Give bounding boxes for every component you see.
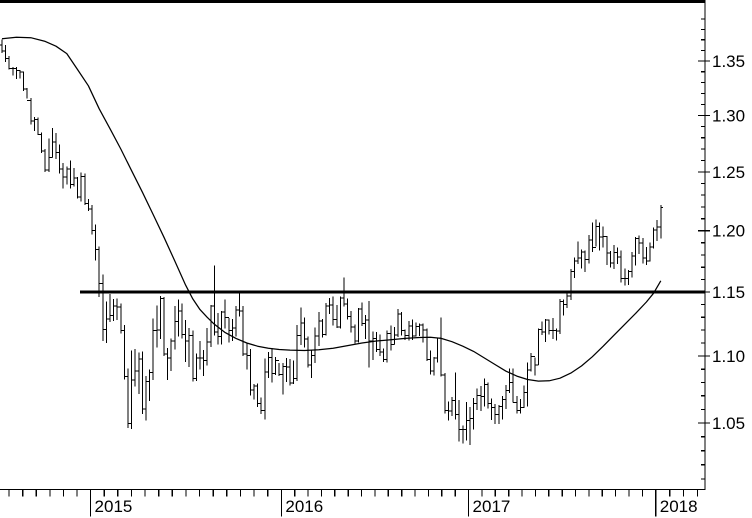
y-axis-label: 1.35 [712,52,745,71]
y-axis-label: 1.05 [712,414,745,433]
y-axis-label: 1.20 [712,222,745,241]
y-axis-label: 1.15 [712,283,745,302]
moving-average-line [1,36,662,382]
y-axis-label: 1.25 [712,163,745,182]
x-axis: 2015 2016 2017 2018 [8,489,699,517]
y-axis-label: 1.10 [712,347,745,366]
x-axis-label: 2018 [660,497,698,516]
y-axis-label: 1.30 [712,106,745,125]
x-axis-label: 2015 [95,497,133,516]
x-axis-label: 2016 [285,497,323,516]
ohlc-bars [0,39,664,446]
x-axis-label: 2017 [473,497,511,516]
